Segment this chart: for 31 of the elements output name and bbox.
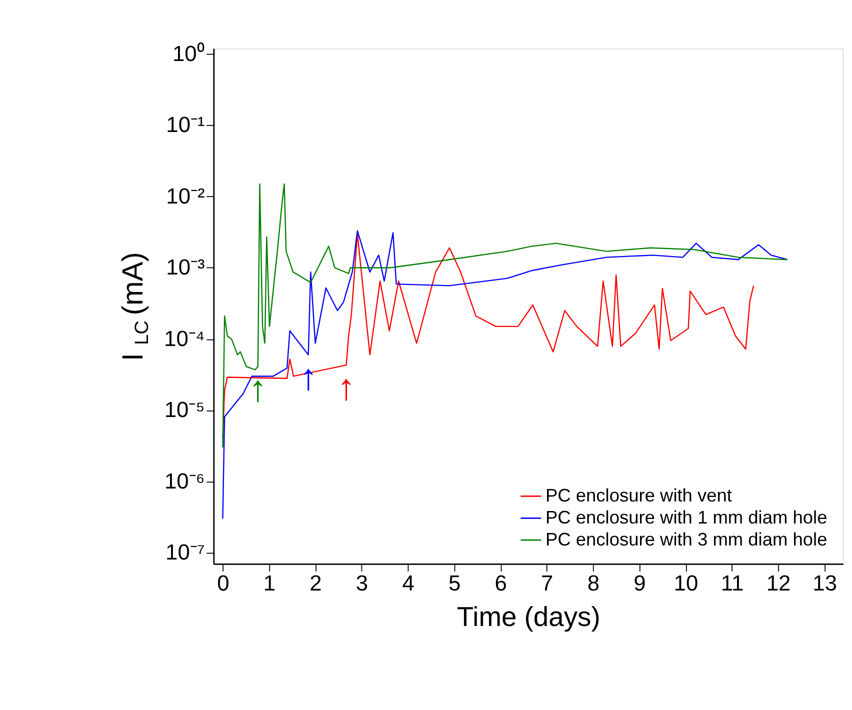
legend-label: PC enclosure with 1 mm diam hole: [546, 506, 828, 528]
annotation: ↑: [337, 366, 356, 408]
y-tick-label: 10⁰: [172, 40, 205, 66]
legend-label: PC enclosure with vent: [546, 484, 732, 506]
line-series: [222, 183, 788, 448]
y-tick-label: 10⁻⁵: [164, 397, 205, 422]
x-tick-label: 5: [448, 570, 461, 596]
x-tick-label: 11: [720, 570, 744, 596]
y-tick-label: 10⁻³: [166, 254, 205, 280]
x-tick-label: 10: [674, 570, 698, 596]
x-tick-label: 1: [263, 570, 276, 596]
line-series: [222, 233, 754, 440]
y-tick-label: 10⁻²: [166, 183, 205, 208]
x-tick-label: 8: [587, 570, 600, 596]
y-tick-label: 10⁻¹: [166, 112, 205, 138]
x-tick-label: 2: [310, 570, 322, 596]
y-tick-label: 10⁻⁴: [164, 326, 205, 351]
y-axis-title: ILC (mA): [117, 252, 153, 362]
x-tick-label: 0: [217, 570, 230, 596]
legend-label: PC enclosure with 3 mm diam hole: [546, 528, 828, 550]
x-tick-label: 6: [494, 570, 507, 596]
x-axis-title: Time (days): [456, 601, 600, 632]
x-tick-label: 7: [541, 570, 554, 596]
y-tick-label: 10⁻⁶: [164, 468, 205, 494]
x-tick-label: 12: [766, 570, 791, 596]
x-tick-label: 3: [356, 570, 368, 596]
x-tick-label: 9: [634, 570, 646, 596]
y-tick-label: 10⁻⁷: [166, 540, 205, 565]
x-tick-label: 4: [402, 570, 414, 596]
x-tick-label: 13: [812, 570, 837, 596]
annotation: ↑: [248, 368, 268, 410]
